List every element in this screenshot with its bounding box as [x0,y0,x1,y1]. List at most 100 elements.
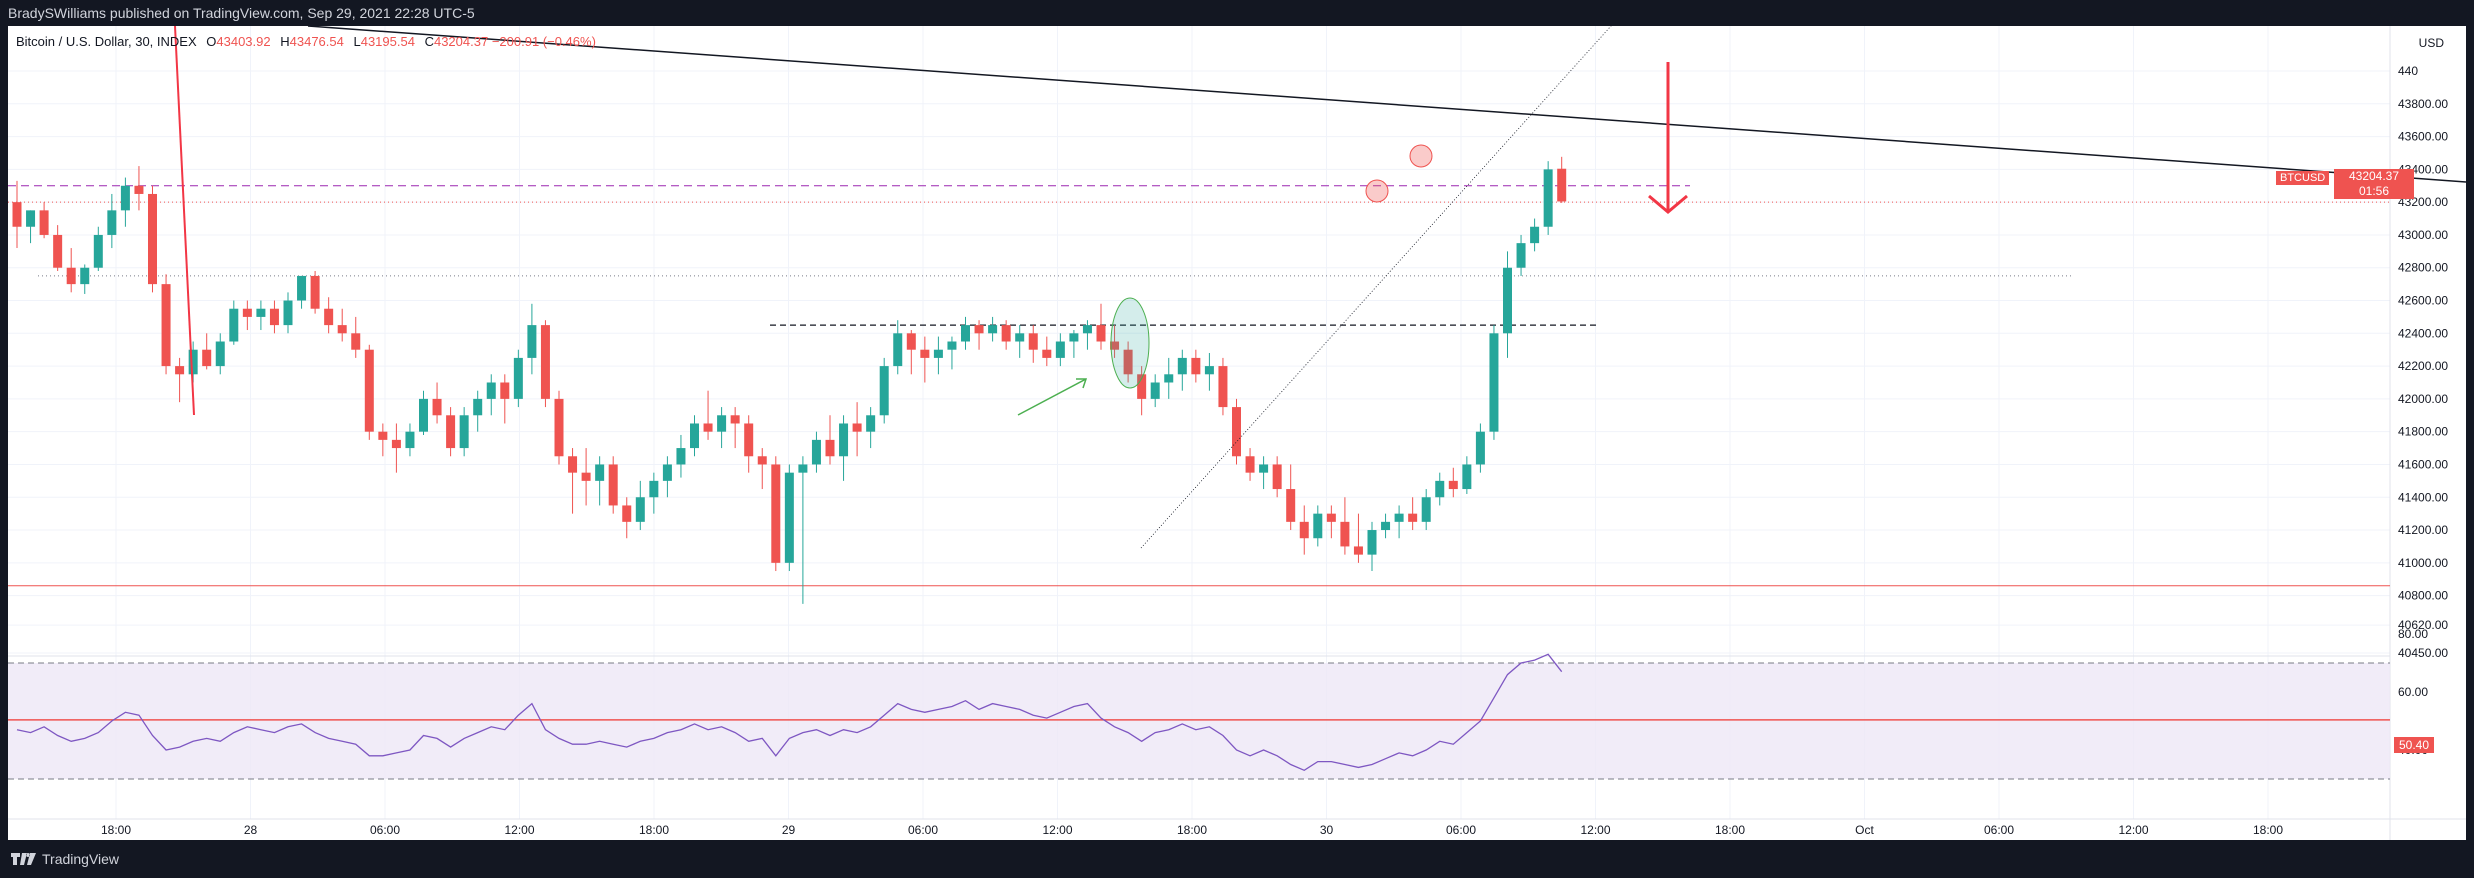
candle-body [53,234,63,268]
candle-body [906,333,916,350]
candle-body [703,423,713,432]
candle-body [608,464,618,506]
time-axis-label: 12:00 [504,823,534,837]
candle-body [391,439,401,449]
candle-body [581,472,591,481]
candle-body [256,308,266,317]
candle-body [1435,480,1445,498]
candle-body [662,464,672,481]
high-value: 43476.54 [289,34,344,49]
price-axis-label: 42400.00 [2398,326,2448,340]
candle-body [1421,497,1431,522]
candle-body [1326,513,1336,522]
candle-body [622,505,632,522]
price-axis-label: 40800.00 [2398,589,2448,603]
currency-label[interactable]: USD [2418,36,2444,50]
time-axis-label: 30 [1320,823,1334,837]
candle-body [337,325,347,334]
candle-body [459,415,469,449]
red-circle-marker [1409,144,1433,168]
chart-panel[interactable]: 440 43800.00 43600.00 43400.00 43200.00 43000… [8,26,2466,840]
chart-canvas[interactable]: 44043800.0043600.0043400.0043200.0043000… [8,26,2466,840]
publisher-line: BradySWilliams published on TradingView.… [0,0,2474,26]
candle-body [1015,333,1025,342]
candle-body [1543,169,1553,227]
last-price: 43204.37 [2348,169,2400,183]
candle-body [432,398,442,416]
candle-body [1353,546,1363,555]
change-value: −200.91 (−0.46%) [491,34,596,49]
price-axis-label: 41200.00 [2398,523,2448,537]
price-axis-label: 40450.00 [2398,646,2448,660]
candle-body [500,382,510,399]
candle-body [1042,349,1052,358]
candle-body [947,341,957,350]
price-axis-label: 42000.00 [2398,392,2448,406]
green-arrow-shaft [1017,378,1087,416]
candle-body [757,456,767,465]
candle-body [1381,521,1391,531]
candle-body [351,333,361,350]
time-axis-label: 06:00 [1984,823,2014,837]
annotation-layer [174,26,2466,549]
candle-body [1232,407,1241,457]
candle-body [1259,464,1269,473]
candle-body [1069,333,1079,342]
candle-body [324,308,334,326]
descending-trendline [307,26,2466,183]
red-down-arrow-head [1648,194,1688,214]
candle-body [310,275,320,309]
candle-body [1245,456,1255,473]
candle-body [148,193,157,285]
candle-body [527,325,537,358]
rsi-axis-label: 60.00 [2398,685,2428,699]
candle-body [1475,431,1485,465]
time-axis-label: 06:00 [370,823,400,837]
time-axis-label: 18:00 [2253,823,2283,837]
candle-body [988,325,998,334]
price-axis-label: 41600.00 [2398,457,2448,471]
close-key: C [424,34,434,49]
footer-bar: TradingView [0,840,2474,878]
open-value: 43403.92 [216,34,271,49]
candle-body [1448,480,1458,490]
candle-body [1557,168,1567,202]
candle-body [1110,341,1120,350]
candle-body [933,349,943,358]
candle-body [1313,513,1323,539]
candle-body [1001,325,1011,342]
candle-body [635,497,645,522]
candle-body [1408,513,1418,522]
red-circle-marker [1365,179,1389,203]
candle-body [202,349,212,367]
close-value: 43204.37 [433,34,489,49]
rsi-line [16,653,1563,772]
candle-body [1096,325,1106,342]
candle-body [446,415,456,449]
symbol-legend: Bitcoin / U.S. Dollar, 30, INDEX O43403.… [16,34,596,49]
low-value: 43195.54 [360,34,415,49]
footer-brand: TradingView [42,851,120,867]
level-layer [8,185,2390,587]
candle-body [554,398,564,457]
candle-body [1218,366,1228,408]
candle-body [920,349,930,358]
candle-body [188,349,198,375]
rsi-band-layer [8,662,2390,780]
candle-body [717,415,727,432]
candle-body [419,398,428,432]
time-axis-label: 06:00 [1446,823,1476,837]
candle-body [93,234,103,268]
candle-body [1137,374,1147,399]
candle-body [676,448,686,465]
price-axis-label: 43000.00 [2398,228,2448,242]
candle-body [175,366,185,375]
candle-body [242,308,252,317]
candle-body [107,210,117,235]
low-key: L [353,34,361,49]
candle-body [1503,267,1512,334]
time-axis-label: 18:00 [1177,823,1207,837]
candle-body [486,382,496,399]
candle-body [1394,513,1404,522]
red-vertical-line [174,26,195,416]
